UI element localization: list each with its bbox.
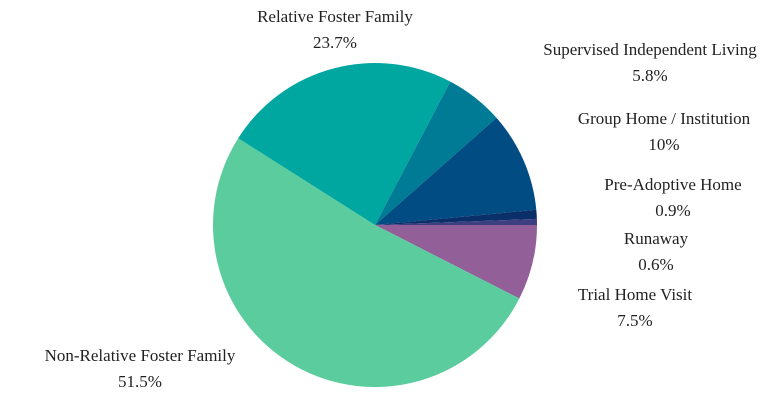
slice-label: Relative Foster Family bbox=[257, 7, 413, 26]
pie-slice bbox=[375, 218, 537, 225]
pie-slice bbox=[375, 225, 537, 299]
pie-slice bbox=[213, 138, 520, 387]
slice-label: Pre-Adoptive Home bbox=[604, 175, 741, 194]
slice-label: Trial Home Visit bbox=[578, 285, 692, 304]
pie-slice bbox=[375, 209, 537, 225]
pie-slice bbox=[375, 81, 497, 225]
slice-value-label: 0.9% bbox=[655, 201, 690, 220]
slice-value-label: 7.5% bbox=[617, 311, 652, 330]
slice-label: Group Home / Institution bbox=[578, 109, 751, 128]
slice-value-label: 23.7% bbox=[313, 33, 357, 52]
slice-value-label: 0.6% bbox=[638, 255, 673, 274]
pie-slice bbox=[375, 117, 537, 225]
slice-label: Supervised Independent Living bbox=[543, 40, 757, 59]
slice-value-label: 10% bbox=[648, 135, 679, 154]
slice-value-label: 5.8% bbox=[632, 66, 667, 85]
slice-value-label: 51.5% bbox=[118, 372, 162, 391]
slice-label: Non-Relative Foster Family bbox=[45, 346, 236, 365]
pie-slice bbox=[238, 63, 451, 225]
slice-label: Runaway bbox=[624, 229, 689, 248]
